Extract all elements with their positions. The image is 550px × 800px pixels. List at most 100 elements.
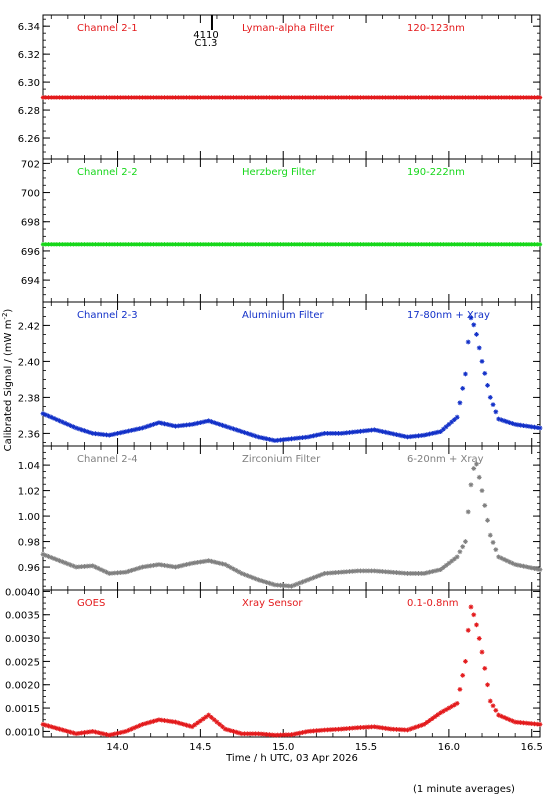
- data-point: [153, 562, 159, 568]
- data-point: [87, 729, 93, 735]
- data-point: [391, 726, 397, 732]
- data-point: [498, 713, 504, 719]
- data-point: [82, 730, 87, 735]
- data-point: [156, 420, 162, 425]
- data-point: [402, 727, 408, 733]
- data-point: [460, 544, 466, 550]
- data-point: [242, 430, 247, 435]
- data-point: [366, 428, 372, 433]
- data-point: [504, 558, 510, 564]
- data-point: [319, 727, 325, 733]
- data-point: [537, 425, 543, 431]
- data-point: [413, 433, 419, 439]
- data-point: [51, 416, 57, 421]
- data-point: [347, 725, 352, 731]
- data-point: [313, 728, 319, 734]
- data-point: [297, 580, 303, 586]
- x-tick-label: 15.0: [272, 742, 294, 753]
- panels: 6.26 6.28 6.30 6.32 6.34 Channel 2-1 Lyman-alp…: [5, 14, 543, 738]
- data-point: [358, 428, 363, 434]
- data-point: [181, 562, 187, 568]
- data-point: [476, 345, 482, 351]
- data-point: [181, 722, 187, 727]
- data-point: [300, 730, 305, 735]
- data-point: [452, 417, 457, 422]
- data-point: [402, 570, 408, 576]
- data-point: [515, 719, 521, 725]
- data-point: [189, 422, 195, 427]
- data-point: [242, 572, 247, 577]
- data-point: [236, 569, 242, 575]
- data-point: [327, 727, 333, 733]
- data-point: [280, 732, 286, 738]
- data-point: [120, 729, 126, 735]
- data-point: [214, 719, 220, 725]
- data-point: [424, 432, 430, 437]
- data-point: [206, 418, 212, 424]
- data-point: [140, 425, 145, 431]
- data-point: [352, 429, 358, 435]
- panel-channel-label: Channel 2-2: [77, 167, 138, 178]
- data-point: [225, 424, 231, 430]
- data-point: [385, 569, 391, 575]
- data-point: [493, 409, 499, 415]
- data-point: [479, 649, 485, 655]
- data-point: [532, 566, 537, 571]
- data-point: [529, 721, 535, 727]
- data-point: [214, 560, 220, 566]
- data-point: [396, 727, 402, 732]
- data-point: [518, 422, 524, 428]
- panel-band-label: 0.1-0.8nm: [407, 598, 459, 609]
- data-point: [233, 729, 239, 735]
- data-point: [203, 558, 209, 564]
- data-point: [338, 569, 344, 575]
- data-point: [452, 702, 457, 708]
- y-tick-label: 2.36: [18, 429, 40, 440]
- data-point: [175, 423, 181, 429]
- data-point: [416, 723, 421, 729]
- data-point: [95, 730, 101, 736]
- data-point: [54, 725, 60, 731]
- y-tick-label: 6.30: [18, 78, 40, 89]
- data-point: [162, 421, 167, 427]
- data-point: [134, 724, 140, 730]
- data-point: [93, 564, 98, 570]
- data-point: [128, 726, 134, 732]
- data-point: [131, 725, 137, 731]
- data-point: [79, 564, 85, 570]
- data-point: [333, 726, 339, 732]
- data-point: [137, 723, 143, 728]
- data-point: [396, 432, 402, 438]
- data-point: [68, 729, 74, 735]
- data-point: [537, 242, 543, 247]
- data-point: [217, 722, 223, 727]
- data-point: [48, 555, 54, 560]
- data-point: [145, 720, 151, 726]
- data-point: [247, 431, 253, 437]
- y-axis-title-main: Calibrated Signal / (mW m: [3, 320, 14, 452]
- data-point: [195, 720, 201, 726]
- data-point: [416, 571, 421, 576]
- data-point: [382, 725, 388, 731]
- data-point: [214, 421, 220, 426]
- data-point: [485, 682, 490, 688]
- data-point: [244, 573, 250, 578]
- data-point: [68, 423, 74, 428]
- data-point: [206, 558, 212, 564]
- data-point: [512, 422, 518, 427]
- data-point: [322, 727, 328, 733]
- data-point: [153, 421, 159, 426]
- data-point: [482, 503, 488, 508]
- data-point: [534, 721, 540, 727]
- data-point: [322, 571, 328, 576]
- data-point: [65, 422, 71, 427]
- data-point: [267, 580, 272, 586]
- data-point: [117, 730, 123, 736]
- data-point: [173, 564, 178, 570]
- data-point: [217, 560, 223, 566]
- data-point: [258, 731, 264, 737]
- panel-band-label: 190-222nm: [407, 167, 465, 178]
- data-point: [322, 431, 328, 436]
- data-point: [186, 422, 192, 428]
- data-series: [40, 242, 543, 247]
